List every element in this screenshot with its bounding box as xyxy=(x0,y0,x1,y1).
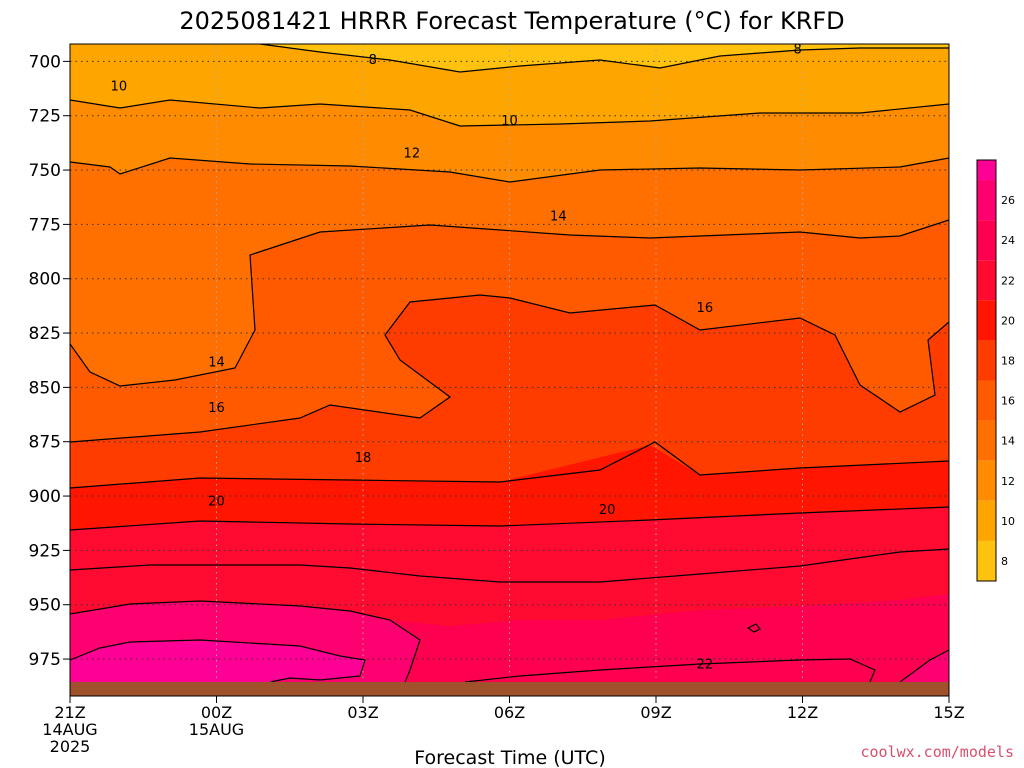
contour-line-24 xyxy=(70,600,421,683)
contour-label: 16 xyxy=(697,301,714,316)
contour-label: 10 xyxy=(111,79,128,94)
contour-line-small-loop xyxy=(746,623,761,633)
contour-line-16-lower xyxy=(70,294,949,443)
y-tick-label: 925 xyxy=(29,541,61,561)
y-tick-label: 950 xyxy=(29,596,61,616)
chart-title: 2025081421 HRRR Forecast Temperature (°C… xyxy=(179,7,844,35)
colorbar-label: 24 xyxy=(1001,234,1015,247)
contour-label: 8 xyxy=(369,53,377,68)
x-tick-label: 03Z xyxy=(347,703,378,722)
colorbar-swatch xyxy=(977,340,996,381)
y-tick-label: 900 xyxy=(29,487,61,507)
y-tick-label: 975 xyxy=(29,650,61,670)
colorbar-label: 18 xyxy=(1001,354,1015,367)
temperature-band-26 xyxy=(70,640,365,682)
colorbar-label: 10 xyxy=(1001,515,1015,528)
contour-line-22-lower xyxy=(464,658,876,683)
colorbar-frame xyxy=(976,159,997,582)
colorbar-label: 22 xyxy=(1001,274,1015,287)
colorbar-swatch xyxy=(977,260,996,301)
contour-line-20 xyxy=(70,506,949,531)
colorbar-swatch xyxy=(977,540,996,581)
contour-label: 22 xyxy=(697,657,714,672)
colorbar-swatch xyxy=(977,380,996,421)
contour-label: 20 xyxy=(208,494,225,509)
y-tick-label: 700 xyxy=(29,52,61,72)
y-tick-label: 750 xyxy=(29,161,61,181)
contour-label: 10 xyxy=(501,114,518,129)
colorbar-label: 12 xyxy=(1001,475,1015,488)
ground-below-surface xyxy=(70,682,949,696)
contour-label: 14 xyxy=(550,210,567,225)
contour-label: 8 xyxy=(793,42,801,57)
colorbar-label: 8 xyxy=(1001,555,1008,568)
contour-line-26 xyxy=(70,639,366,683)
x-tick-label: 12Z xyxy=(787,703,818,722)
contour-label: 14 xyxy=(208,355,225,370)
colorbar-swatch xyxy=(977,300,996,341)
x-tick-label: 00Z 15AUG xyxy=(189,703,244,739)
y-tick-label: 825 xyxy=(29,324,61,344)
contour-line-8 xyxy=(259,44,949,73)
colorbar-label: 16 xyxy=(1001,395,1015,408)
x-tick-label: 06Z xyxy=(494,703,525,722)
grid-lines xyxy=(70,44,949,696)
contour-line-22-upper xyxy=(70,548,949,583)
contour-label: 18 xyxy=(355,451,372,466)
contour-label: 20 xyxy=(599,503,616,518)
colorbar-swatch xyxy=(977,220,996,261)
colorbar-swatch xyxy=(977,500,996,541)
colorbar-label: 20 xyxy=(1001,314,1015,327)
contour-label: 16 xyxy=(208,401,225,416)
colorbar-label: 14 xyxy=(1001,435,1015,448)
x-tick-label: 09Z xyxy=(640,703,671,722)
y-axis: 700 725 750 775 800 825 850 875 900 925 950 975 xyxy=(29,52,70,670)
y-tick-label: 775 xyxy=(29,215,61,235)
colorbar-swatch xyxy=(977,180,996,221)
colorbar-swatch xyxy=(977,160,996,181)
contour-label-group: 8 8 10 10 12 14 14 16 16 18 20 20 22 xyxy=(111,42,802,672)
contour-line-14 xyxy=(70,219,949,387)
x-axis-title: Forecast Time (UTC) xyxy=(414,747,605,768)
y-tick-label: 850 xyxy=(29,378,61,398)
contour-line-12 xyxy=(70,157,949,183)
contour-line-18 xyxy=(70,441,949,489)
plot-area: 8 8 10 10 12 14 14 16 16 18 20 20 22 xyxy=(70,42,949,696)
colorbar: 8 10 12 14 16 18 20 22 24 26 xyxy=(976,159,1015,582)
y-tick-label: 725 xyxy=(29,107,61,127)
x-tick-label: 15Z xyxy=(933,703,964,722)
y-tick-label: 800 xyxy=(29,270,61,290)
x-axis: 21Z 14AUG 2025 00Z 15AUG 03Z 06Z 09Z 12Z 15Z xyxy=(42,696,965,756)
x-tick-label: 21Z 14AUG 2025 xyxy=(42,703,97,756)
contour-label: 12 xyxy=(404,147,421,162)
colorbar-swatch xyxy=(977,420,996,461)
contour-line-22-right xyxy=(899,649,949,683)
contour-line-10 xyxy=(70,99,949,127)
credit-text: coolwx.com/models xyxy=(860,743,1014,761)
temperature-band-8 xyxy=(260,44,949,72)
colorbar-label: 26 xyxy=(1001,194,1015,207)
contour-lines xyxy=(70,44,949,683)
warm-pocket-right xyxy=(900,650,949,682)
colorbar-swatch xyxy=(977,460,996,501)
y-tick-label: 875 xyxy=(29,433,61,453)
